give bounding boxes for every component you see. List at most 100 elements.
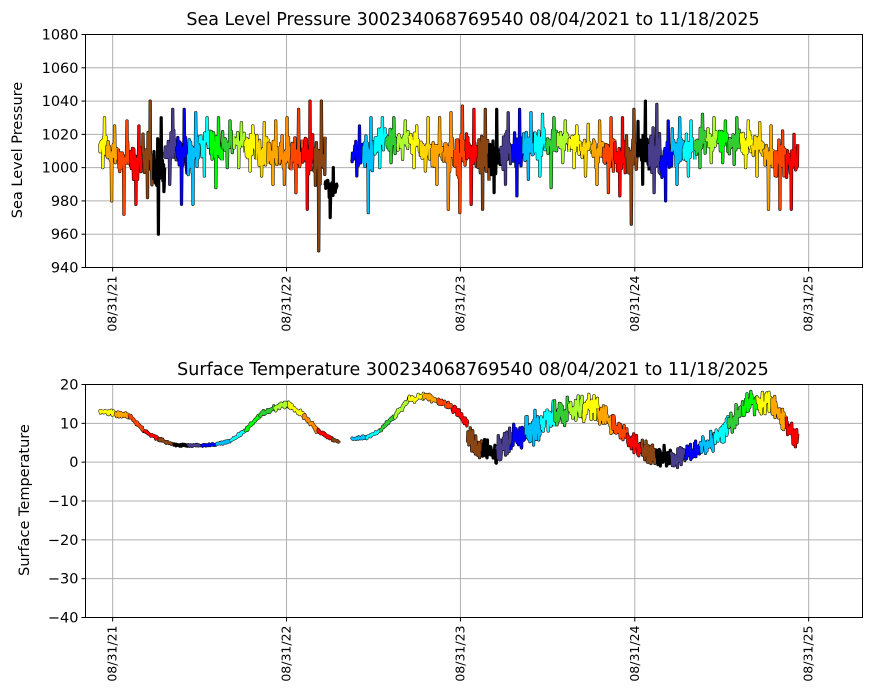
- y-tick-label-pressure: 980: [51, 194, 79, 210]
- series-segment-temperature: [215, 439, 232, 446]
- series-segment-pressure: [129, 124, 144, 206]
- series-segment-temperature: [626, 432, 643, 457]
- ticks-pressure: 940 960 980 1000 1020 1040 1060 1080 08/31/21 08/…: [42, 28, 816, 332]
- y-tick-label-pressure: 1060: [42, 61, 79, 77]
- y-tick-label-pressure: 1020: [42, 127, 79, 143]
- series-segment-pressure: [266, 119, 281, 186]
- series-segment-temperature: [741, 390, 759, 417]
- series-segment-pressure: [312, 99, 327, 252]
- series-segment-temperature: [186, 443, 203, 448]
- series-segment-pressure: [396, 119, 411, 161]
- series-segment-pressure: [590, 119, 605, 186]
- series-segment-temperature: [407, 392, 425, 404]
- series-segment-temperature: [509, 423, 527, 451]
- y-tick-label-pressure: 1040: [42, 94, 79, 110]
- series-segment-pressure: [362, 116, 376, 214]
- series-segment-temperature: [258, 404, 276, 418]
- series-segment-temperature: [684, 440, 702, 461]
- series-segment-pressure: [209, 116, 224, 189]
- series-segment-temperature: [756, 391, 774, 415]
- x-tick-label-temperature: 08/31/21: [105, 626, 120, 682]
- series-segment-pressure: [499, 111, 513, 186]
- y-tick-label-pressure: 1080: [42, 28, 79, 44]
- series-segment-pressure: [430, 116, 445, 186]
- series-segment-temperature: [713, 415, 730, 445]
- series-segment-pressure: [716, 119, 731, 164]
- series-segment-pressure: [739, 119, 754, 169]
- series-segment-pressure: [442, 111, 456, 211]
- series-segment-pressure: [682, 119, 696, 178]
- y-tick-label-temperature: 20: [60, 378, 78, 394]
- series-segment-temperature: [698, 430, 716, 455]
- series-segment-temperature: [597, 404, 614, 435]
- series-segment-temperature: [379, 415, 396, 432]
- chart-title-temperature: Surface Temperature 300234068769540 08/0…: [177, 360, 769, 380]
- series-segment-pressure: [556, 119, 571, 164]
- series-segment-pressure: [567, 124, 582, 169]
- series-segment-temperature: [331, 437, 341, 444]
- series-segment-pressure: [453, 104, 468, 214]
- y-tick-label-pressure: 940: [51, 261, 79, 277]
- series-segment-temperature: [495, 427, 512, 461]
- series-segment-temperature: [393, 397, 410, 420]
- y-tick-label-temperature: 0: [69, 455, 78, 471]
- series-segment-pressure: [705, 116, 719, 164]
- series-segment-pressure: [579, 123, 593, 178]
- plot-frame-pressure: [85, 34, 863, 268]
- series-segment-temperature: [727, 400, 744, 434]
- x-tick-label-pressure: 08/31/22: [279, 276, 294, 332]
- series-segment-pressure: [350, 124, 365, 178]
- series-segment-temperature: [172, 442, 189, 448]
- series-segment-pressure: [198, 116, 212, 178]
- series-segment-pressure: [408, 124, 422, 169]
- series-segment-temperature: [436, 398, 454, 412]
- series-segment-temperature: [655, 444, 673, 468]
- series-segment-temperature: [128, 414, 146, 433]
- series-segment-pressure: [750, 121, 765, 178]
- x-tick-label-pressure: 08/31/21: [105, 276, 120, 332]
- series-segment-temperature: [451, 405, 469, 427]
- series-segment-pressure: [373, 116, 388, 169]
- x-tick-label-temperature: 08/31/25: [801, 626, 816, 682]
- series-segment-pressure: [533, 113, 548, 178]
- series-segment-temperature: [98, 409, 117, 417]
- y-tick-label-temperature: −10: [48, 494, 79, 510]
- series-segment-temperature: [770, 395, 788, 431]
- series-segment-temperature: [553, 396, 571, 427]
- y-axis-label-temperature: Surface Temperature: [17, 424, 33, 576]
- series-segment-pressure: [648, 103, 662, 194]
- series-segment-temperature: [229, 429, 247, 442]
- series-segment-pressure: [186, 111, 201, 206]
- series-segment-pressure: [625, 108, 639, 226]
- series-segment-pressure: [693, 113, 708, 169]
- series-segment-pressure: [324, 166, 339, 219]
- series-segment-pressure: [545, 116, 559, 189]
- sea-level-pressure-chart: Sea Level Pressure 300234068769540 08/04…: [10, 10, 863, 332]
- y-tick-label-temperature: −30: [48, 572, 79, 588]
- series-segment-pressure: [522, 111, 536, 181]
- series-segment-pressure: [152, 116, 166, 236]
- series-segment-temperature: [785, 416, 799, 448]
- series-segment-temperature: [539, 400, 556, 433]
- y-tick-label-temperature: −20: [48, 533, 79, 549]
- series-segment-temperature: [365, 428, 381, 440]
- series-segment-temperature: [273, 401, 290, 412]
- series-segment-temperature: [582, 393, 600, 423]
- series-segment-pressure: [762, 124, 776, 211]
- series-pressure: [98, 99, 800, 253]
- x-tick-label-temperature: 08/31/23: [452, 626, 467, 682]
- series-segment-pressure: [289, 108, 304, 194]
- series-segment-pressure: [278, 116, 292, 186]
- series-segment-pressure: [301, 99, 315, 211]
- x-tick-label-pressure: 08/31/25: [801, 276, 816, 332]
- series-segment-pressure: [636, 99, 651, 186]
- series-segment-temperature: [466, 426, 483, 459]
- x-tick-label-pressure: 08/31/23: [452, 276, 467, 332]
- series-temperature: [98, 389, 800, 470]
- y-axis-label-pressure: Sea Level Pressure: [10, 82, 26, 218]
- series-segment-pressure: [773, 129, 788, 211]
- series-segment-temperature: [524, 409, 542, 447]
- series-segment-temperature: [669, 446, 687, 469]
- series-segment-pressure: [728, 116, 742, 166]
